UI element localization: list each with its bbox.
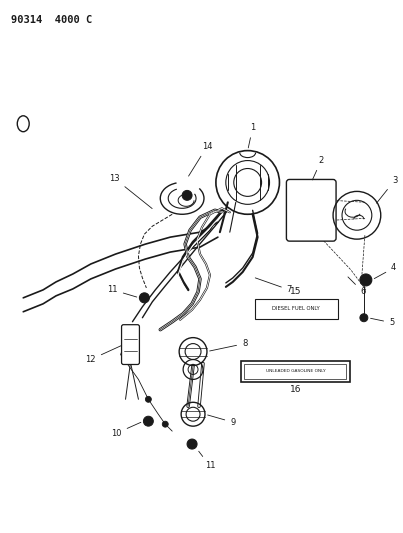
- Text: 8: 8: [210, 339, 247, 351]
- Text: 4: 4: [374, 263, 396, 279]
- Circle shape: [360, 274, 372, 286]
- FancyBboxPatch shape: [287, 180, 336, 241]
- Text: 15: 15: [290, 287, 301, 296]
- FancyBboxPatch shape: [244, 364, 347, 379]
- Text: 11: 11: [199, 451, 215, 471]
- Circle shape: [360, 314, 368, 322]
- Text: 7: 7: [255, 278, 292, 294]
- FancyBboxPatch shape: [122, 325, 139, 365]
- Text: 6: 6: [348, 277, 366, 296]
- Text: UNLEADED GASOLINE ONLY: UNLEADED GASOLINE ONLY: [266, 369, 325, 374]
- FancyBboxPatch shape: [255, 299, 338, 319]
- Text: 14: 14: [189, 142, 212, 176]
- FancyBboxPatch shape: [241, 360, 350, 382]
- Text: 11: 11: [107, 285, 137, 297]
- Text: 10: 10: [111, 422, 141, 438]
- Circle shape: [187, 439, 197, 449]
- Circle shape: [145, 397, 152, 402]
- Text: 5: 5: [371, 318, 394, 327]
- Text: 16: 16: [290, 385, 301, 394]
- Circle shape: [139, 293, 150, 303]
- Circle shape: [162, 421, 168, 427]
- Text: 1: 1: [248, 123, 255, 148]
- Text: 3: 3: [376, 176, 397, 203]
- Text: 13: 13: [109, 174, 152, 208]
- Circle shape: [143, 416, 153, 426]
- Text: 90314  4000 C: 90314 4000 C: [11, 15, 93, 25]
- Text: 9: 9: [208, 415, 235, 427]
- Text: 2: 2: [312, 156, 324, 180]
- Circle shape: [182, 190, 192, 200]
- Text: 12: 12: [85, 346, 121, 364]
- Text: DIESEL FUEL ONLY: DIESEL FUEL ONLY: [272, 306, 320, 311]
